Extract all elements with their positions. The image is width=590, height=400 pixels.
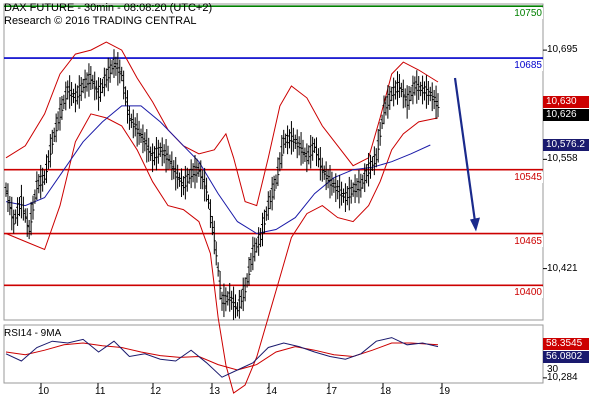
rsi14-line (5, 337, 439, 378)
level-label-10685: 10685 (513, 60, 543, 72)
forecast-arrow-head (470, 217, 480, 232)
level-label-10465: 10465 (513, 235, 543, 247)
x-tick-label-18: 18 (380, 386, 392, 397)
rsi-tag-58.3545: 58.3545 (543, 338, 589, 351)
level-label-10750: 10750 (513, 8, 543, 20)
bollinger-lower-line (5, 113, 439, 394)
price-tag-10,630: 10,630 (543, 95, 589, 108)
y-tick-label: 10,695 (547, 44, 578, 56)
research-credit: Research © 2016 TRADING CENTRAL (4, 15, 197, 27)
rsi-panel-title: RSI14 - 9MA (4, 328, 62, 339)
moving-average-layer (5, 105, 431, 235)
x-tick-label-10: 10 (38, 386, 50, 397)
axis-ticks-layer (40, 49, 547, 388)
price-tag-10,576.2: 10,576.2 (543, 138, 589, 151)
candles-layer (4, 49, 440, 321)
price-tag-10,626: 10,626 (543, 108, 589, 121)
price-panel-frame (3, 3, 544, 321)
rsi-layer (5, 337, 439, 378)
level-label-10545: 10545 (513, 171, 543, 183)
y-tick-label: 10,284 (547, 371, 578, 383)
rsi-level-tick: 30 (547, 364, 559, 375)
instrument-title: DAX FUTURE - 30min - 08:08:20 (UTC+2) (4, 2, 213, 14)
x-tick-label-19: 19 (439, 386, 451, 397)
y-tick-label: 10,421 (547, 262, 578, 274)
x-tick-label-11: 11 (95, 386, 106, 397)
level-label-10400: 10400 (513, 287, 543, 299)
x-tick-label-13: 13 (209, 386, 221, 397)
x-tick-label-14: 14 (266, 386, 278, 397)
rsi-tag-56.0802: 56.0802 (543, 351, 589, 364)
x-tick-label-12: 12 (150, 386, 162, 397)
forecast-arrow-layer (453, 77, 480, 232)
moving-average-line (5, 105, 431, 235)
forecast-arrow-shaft (453, 77, 477, 222)
levels-layer (4, 5, 543, 287)
x-tick-label-17: 17 (326, 386, 338, 397)
y-tick-label: 10,558 (547, 153, 578, 165)
